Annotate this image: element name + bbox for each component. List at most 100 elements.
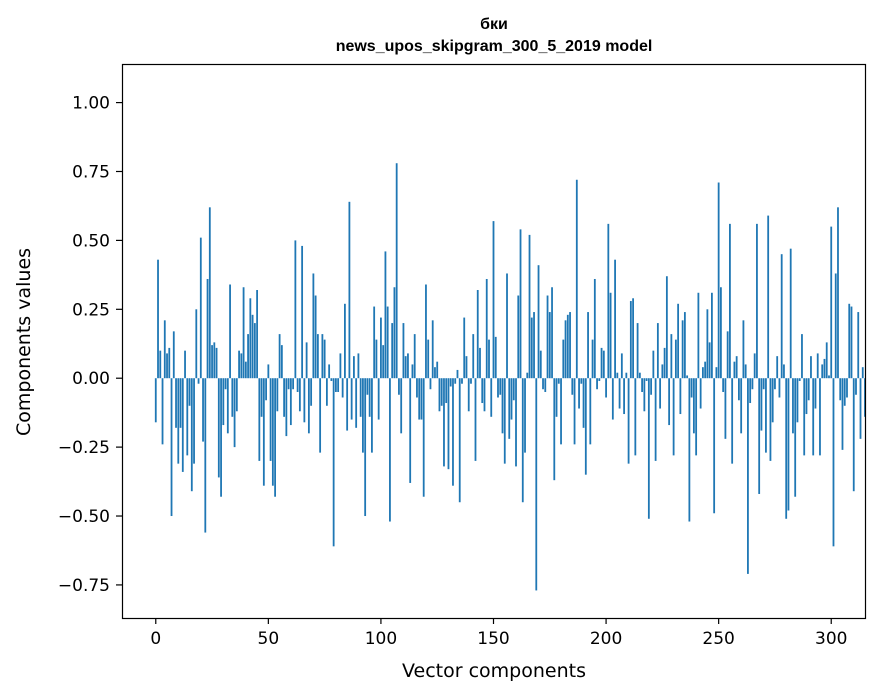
bar-233 [679, 378, 682, 415]
bar-265 [751, 378, 754, 390]
bar-293 [814, 378, 817, 409]
bar-112 [407, 353, 409, 379]
bar-276 [776, 356, 779, 379]
bar-144 [479, 347, 481, 379]
bar-101 [382, 345, 385, 379]
bar-56 [280, 345, 283, 379]
x-tick-label: 150 [477, 629, 509, 649]
bar-32 [226, 378, 229, 434]
bar-69 [310, 378, 313, 406]
bar-81 [337, 378, 340, 392]
bar-183 [566, 314, 569, 379]
bar-231 [674, 339, 677, 379]
bar-123 [431, 320, 434, 379]
bar-164 [524, 378, 526, 453]
bar-141 [472, 334, 475, 379]
bar-230 [672, 378, 675, 456]
bar-199 [602, 350, 605, 379]
bar-93 [364, 378, 367, 517]
bar-295 [819, 378, 821, 456]
bar-39 [242, 287, 245, 379]
bar-19 [197, 378, 200, 384]
bars-group [154, 163, 866, 591]
x-tick-label: 200 [590, 629, 622, 649]
bar-35 [233, 378, 236, 448]
bar-125 [436, 361, 439, 379]
bar-251 [720, 287, 722, 379]
bar-116 [416, 378, 418, 398]
bar-79 [332, 378, 335, 547]
bar-53 [274, 378, 276, 497]
bar-155 [503, 378, 506, 464]
bar-153 [499, 378, 502, 395]
bar-20 [199, 237, 202, 379]
bar-197 [598, 378, 601, 381]
bar-68 [307, 378, 310, 434]
bar-12 [181, 378, 184, 472]
bar-191 [584, 378, 587, 475]
bar-253 [724, 378, 727, 439]
bar-224 [659, 378, 662, 409]
bar-307 [846, 378, 848, 398]
bar-170 [537, 265, 540, 379]
bar-44 [253, 323, 256, 379]
bar-105 [391, 323, 394, 379]
bar-242 [699, 378, 702, 409]
bar-157 [508, 378, 511, 439]
bar-117 [418, 378, 421, 420]
bar-36 [235, 378, 238, 412]
bar-234 [681, 320, 684, 379]
bar-284 [794, 378, 797, 497]
bar-313 [859, 378, 862, 439]
bar-124 [434, 367, 436, 379]
bar-258 [735, 356, 738, 379]
bar-61 [292, 378, 295, 390]
bar-77 [328, 364, 331, 379]
bar-115 [413, 334, 416, 379]
bar-46 [258, 378, 261, 461]
bar-201 [607, 223, 610, 379]
bar-260 [740, 378, 743, 434]
bar-98 [375, 339, 378, 379]
bar-111 [404, 356, 407, 379]
bar-38 [240, 353, 243, 379]
bar-110 [402, 323, 405, 379]
x-axis-ticks: 0 50 100 150 200 250 300 [150, 618, 847, 649]
bar-223 [656, 323, 659, 379]
bar-282 [789, 248, 792, 379]
bar-181 [562, 339, 565, 379]
bar-80 [334, 378, 337, 392]
bar-58 [285, 378, 288, 437]
bar-129 [445, 378, 448, 404]
bar-152 [497, 378, 499, 398]
bar-5 [166, 353, 168, 379]
bar-27 [215, 347, 218, 379]
bar-11 [179, 378, 182, 428]
bar-73 [319, 378, 322, 453]
bar-187 [575, 179, 578, 379]
bar-185 [571, 378, 574, 395]
y-tick-label: 0.25 [72, 300, 110, 320]
bar-171 [539, 350, 542, 379]
y-tick-label: 0.50 [72, 231, 110, 251]
bar-133 [454, 378, 457, 384]
bar-189 [580, 378, 583, 384]
bar-300 [830, 226, 833, 379]
bar-267 [756, 223, 758, 379]
bar-88 [353, 356, 355, 379]
bar-67 [305, 342, 308, 379]
bar-26 [213, 342, 216, 379]
bar-40 [244, 361, 247, 379]
bar-235 [683, 312, 686, 379]
bar-246 [708, 342, 711, 379]
bar-291 [810, 356, 812, 379]
bar-178 [555, 378, 558, 417]
bar-263 [747, 378, 749, 574]
bar-312 [857, 312, 860, 379]
bar-108 [398, 378, 400, 395]
bar-14 [186, 378, 189, 456]
bar-176 [551, 287, 553, 379]
bar-184 [569, 312, 571, 379]
